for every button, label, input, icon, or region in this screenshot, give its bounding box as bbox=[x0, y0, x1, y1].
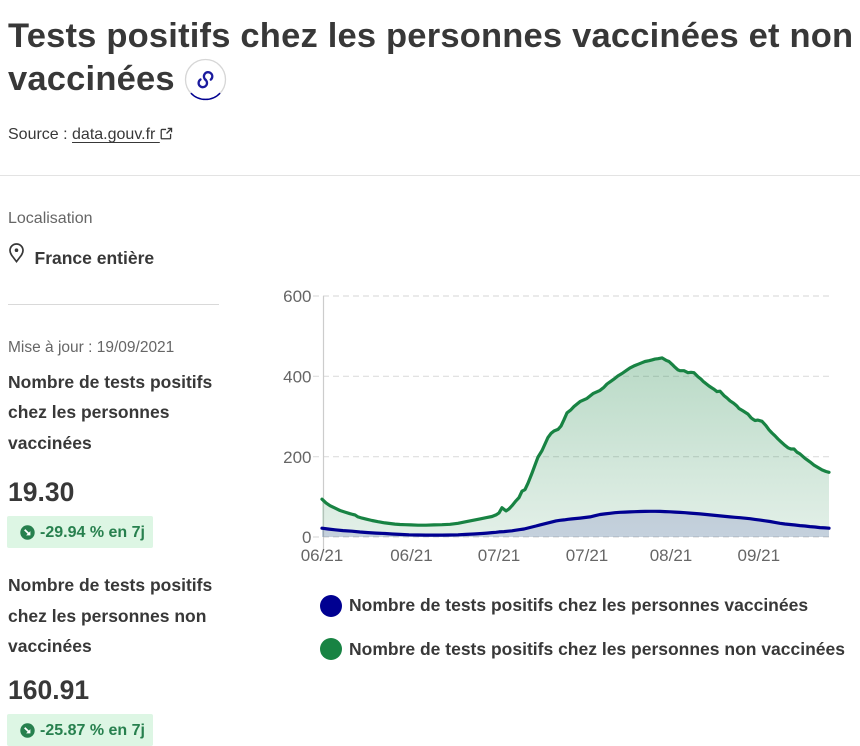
svg-text:09/21: 09/21 bbox=[738, 546, 781, 565]
svg-text:07/21: 07/21 bbox=[566, 546, 609, 565]
svg-text:07/21: 07/21 bbox=[478, 546, 521, 565]
svg-text:08/21: 08/21 bbox=[650, 546, 693, 565]
svg-text:0: 0 bbox=[302, 528, 311, 547]
svg-text:06/21: 06/21 bbox=[301, 546, 344, 565]
svg-text:06/21: 06/21 bbox=[390, 546, 433, 565]
svg-text:400: 400 bbox=[283, 368, 311, 387]
svg-text:600: 600 bbox=[283, 288, 311, 306]
svg-text:200: 200 bbox=[283, 448, 311, 467]
